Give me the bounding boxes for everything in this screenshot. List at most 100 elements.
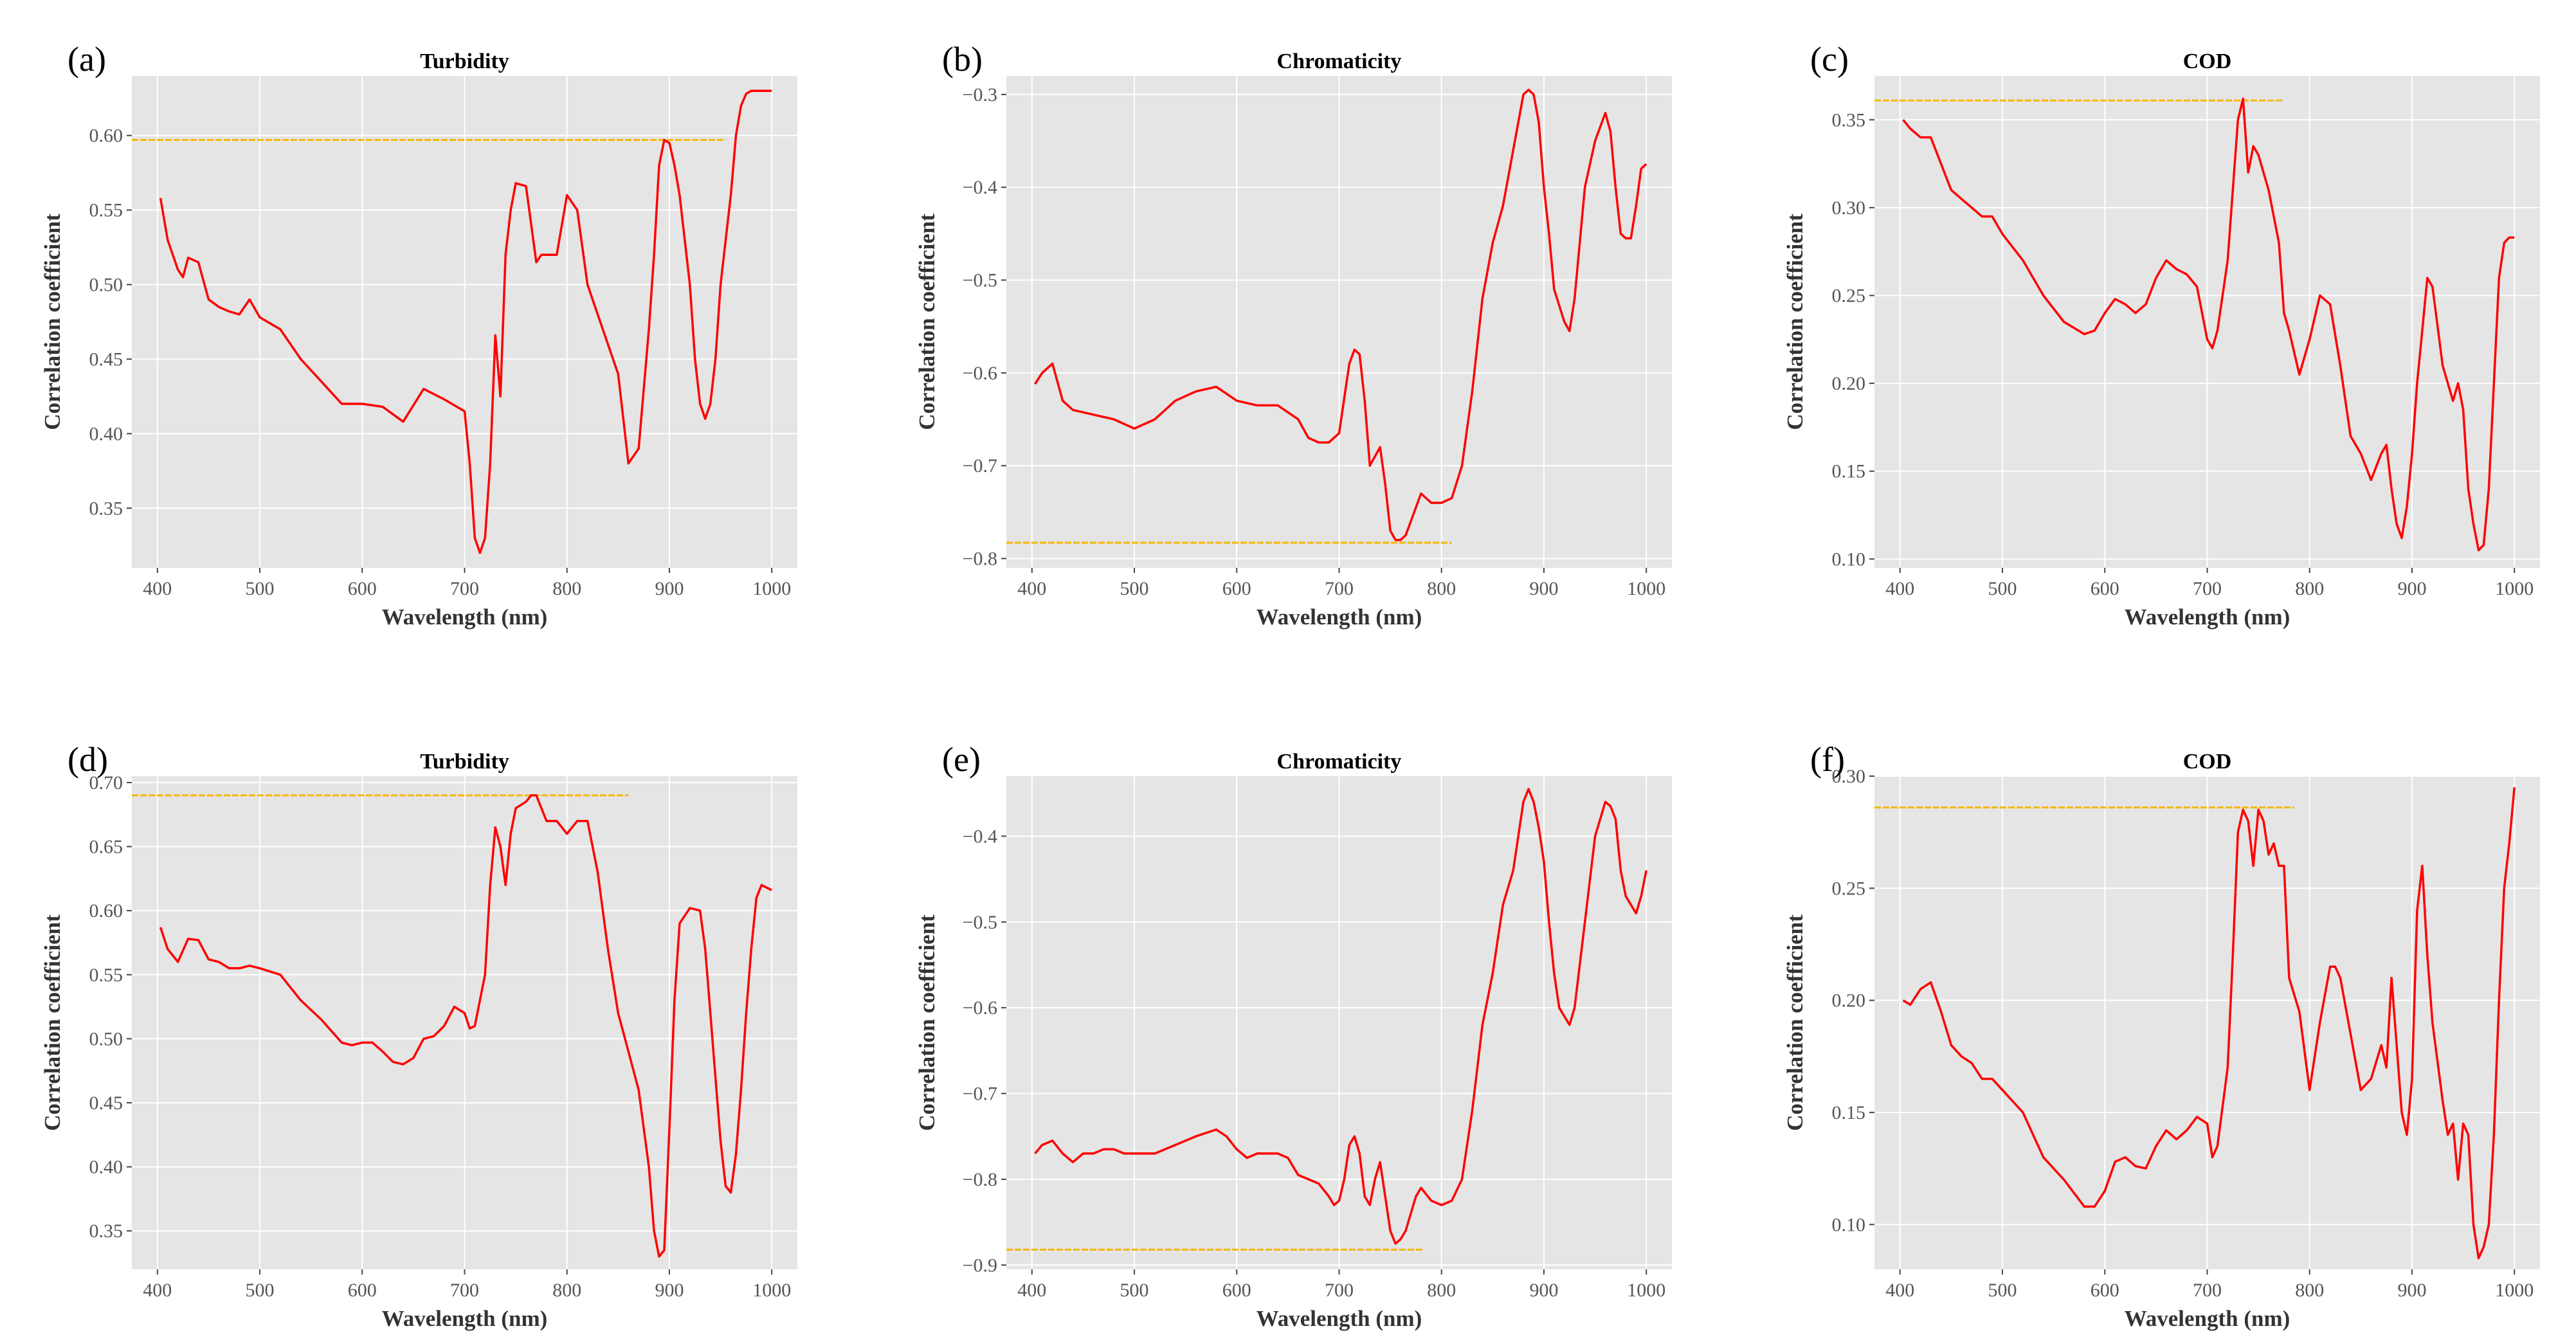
plot-title: Chromaticity [1277,50,1402,73]
plot-title: Turbidity [420,50,509,73]
y-tick-label: −0.5 [963,912,997,933]
data-line [1902,97,2515,552]
y-tick-label: 0.35 [1832,109,1866,131]
y-tick-label: 0.35 [89,498,123,519]
x-tick-label: 400 [1017,1280,1046,1301]
x-tick-label: 500 [1120,578,1149,599]
x-axis-label: Wavelength (nm) [2125,1306,2290,1331]
y-tick-label: 0.15 [1832,461,1866,482]
x-tick-label: 500 [1988,1280,2017,1301]
y-tick-label: 0.15 [1832,1102,1866,1123]
chart-panel: 400 500 600 700 800 900 1000 0.35 0.40 0.45 0.50 0.… [40,740,797,1331]
panel-label: (f) [1810,740,1845,779]
panel-label: (d) [68,740,108,779]
plot-title: Turbidity [420,750,509,774]
data-line [159,794,772,1258]
x-tick-label: 700 [450,578,479,599]
x-tick-label: 600 [1222,578,1251,599]
y-tick-label: −0.4 [963,177,997,198]
x-tick-label: 700 [2193,1280,2222,1301]
y-axis-label: Correlation coefficient [914,914,939,1131]
y-tick-label: 0.20 [1832,990,1866,1011]
x-tick-label: 600 [2091,578,2119,599]
x-tick-label: 400 [143,578,172,599]
data-line [1902,787,2516,1260]
x-axis-label: Wavelength (nm) [2125,604,2290,630]
chart-panel: 400 500 600 700 800 900 1000 0.35 0.40 0.45 0.50 0.… [40,40,797,630]
y-tick-label: 0.50 [89,275,123,296]
y-tick-label: 0.25 [1832,286,1866,307]
y-tick-label: 0.70 [89,772,123,793]
y-axis-label: Correlation coefficient [914,213,939,430]
y-tick-label: 0.25 [1832,878,1866,899]
y-tick-label: −0.4 [963,826,997,847]
y-tick-label: 0.10 [1832,549,1866,570]
y-tick-label: 0.40 [89,1157,123,1178]
x-tick-label: 700 [450,1280,479,1301]
x-tick-label: 500 [1120,1280,1149,1301]
x-tick-label: 800 [552,578,581,599]
x-axis-label: Wavelength (nm) [382,1306,548,1331]
panel-label: (e) [942,740,981,779]
x-tick-label: 400 [1017,578,1046,599]
y-tick-label: 0.55 [89,200,123,221]
x-tick-label: 500 [246,1280,275,1301]
y-tick-label: 0.10 [1832,1214,1866,1235]
y-tick-label: −0.6 [963,363,997,384]
plot-title: COD [2183,750,2232,774]
x-tick-label: 800 [552,1280,581,1301]
y-tick-label: 0.20 [1832,373,1866,394]
y-tick-label: 0.60 [89,900,123,921]
x-tick-label: 900 [1529,578,1558,599]
y-tick-label: −0.8 [963,1169,997,1190]
x-tick-label: 1000 [1627,1280,1665,1301]
x-tick-label: 900 [2397,578,2426,599]
y-tick-label: 0.30 [1832,197,1866,219]
x-tick-label: 400 [143,1280,172,1301]
y-axis-label: Correlation coefficient [1782,213,1808,430]
x-tick-label: 600 [348,578,377,599]
y-tick-label: 0.30 [1832,766,1866,787]
chart-panel: 400 500 600 700 800 900 1000 0.10 0.15 0.20 0.25 0.… [1782,40,2540,630]
data-line [159,89,772,554]
x-tick-label: 1000 [752,578,791,599]
panel-label: (b) [942,40,983,78]
x-tick-label: 400 [1885,1280,1914,1301]
chart-panel: 400 500 600 700 800 900 1000 −0.9 −0.8 −0.7 −0.6 −0… [914,740,1672,1331]
x-tick-label: 900 [655,578,684,599]
x-tick-label: 400 [1885,578,1914,599]
panel-label: (a) [68,40,106,78]
x-tick-label: 1000 [752,1280,791,1301]
x-tick-label: 800 [1427,578,1456,599]
chart-panel: 400 500 600 700 800 900 1000 −0.8 −0.7 −0.6 −0.5 −0… [914,40,1672,630]
y-axis-label: Correlation coefficient [40,914,65,1131]
x-tick-label: 800 [2295,578,2324,599]
y-axis-label: Correlation coefficient [1782,914,1808,1131]
y-tick-label: 0.60 [89,125,123,147]
x-axis-label: Wavelength (nm) [1256,1306,1422,1331]
y-tick-label: −0.9 [963,1255,997,1276]
x-tick-label: 900 [2397,1280,2426,1301]
plot-title: Chromaticity [1277,750,1402,774]
panel-label: (c) [1810,40,1849,78]
y-tick-label: 0.65 [89,837,123,858]
y-tick-label: −0.8 [963,549,997,570]
x-tick-label: 900 [655,1280,684,1301]
x-tick-label: 500 [246,578,275,599]
x-tick-label: 500 [1988,578,2017,599]
chart-panel: 400 500 600 700 800 900 1000 0.10 0.15 0.20 0.25 0.… [1782,740,2540,1331]
x-tick-label: 600 [2091,1280,2119,1301]
x-tick-label: 600 [348,1280,377,1301]
x-tick-label: 1000 [2495,578,2534,599]
y-tick-label: 0.45 [89,349,123,370]
y-tick-label: −0.3 [963,84,997,105]
y-tick-label: −0.5 [963,270,997,291]
x-tick-label: 1000 [1627,578,1665,599]
x-tick-label: 800 [1427,1280,1456,1301]
y-tick-label: 0.40 [89,423,123,444]
x-tick-label: 700 [1325,578,1354,599]
y-tick-label: −0.7 [963,1084,997,1105]
plot-title: COD [2183,50,2232,73]
x-axis-label: Wavelength (nm) [382,604,548,630]
